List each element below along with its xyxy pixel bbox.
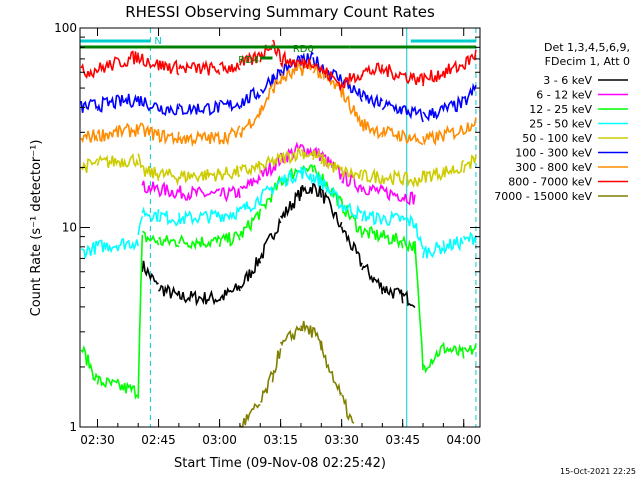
footer-timestamp: 15-Oct-2021 22:25 (560, 467, 636, 476)
axes: 02:30 02:45 03:00 03:15 03:30 03:45 04:00 1 10 10… (54, 21, 481, 447)
annotation-label-4: RD4 (238, 55, 259, 66)
legend-label-2: 12 - 25 keV (529, 103, 592, 116)
legend-label-0: 3 - 6 keV (543, 74, 592, 87)
legend-label-4: 50 - 100 keV (522, 132, 592, 145)
x-tick-label-1: 02:45 (141, 433, 176, 447)
x-tick-label-4: 03:30 (324, 433, 359, 447)
series-line-4 (80, 147, 477, 189)
y-tick-label-0: 1 (69, 420, 77, 434)
series-line-3 (81, 166, 477, 259)
x-tick-label-5: 03:45 (385, 433, 420, 447)
annotation-label-0: N (154, 36, 161, 47)
x-tick-label-2: 03:00 (202, 433, 237, 447)
annotation-label-2: RD0 (293, 44, 314, 55)
y-tick-label-1: 10 (62, 221, 77, 235)
series-line-2 (80, 164, 477, 400)
legend-label-6: 300 - 800 keV (515, 161, 592, 174)
legend: Det 1,3,4,5,6,9, FDecim 1, Att 0 3 - 6 k… (494, 41, 630, 203)
legend-label-7: 800 - 7000 keV (508, 176, 592, 189)
legend-label-3: 25 - 50 keV (529, 118, 592, 131)
series-line-5 (80, 50, 477, 123)
legend-label-8: 7000 - 15000 keV (494, 190, 592, 203)
series-line-0 (141, 182, 416, 309)
plot-area: N RD0 RD4 (80, 28, 477, 428)
x-axis-label: Start Time (09-Nov-08 02:25:42) (174, 456, 386, 471)
legend-header-line-1: Det 1,3,4,5,6,9, (544, 41, 630, 54)
x-tick-label-3: 03:15 (263, 433, 298, 447)
y-tick-label-2: 100 (54, 21, 77, 35)
series-line-7 (80, 39, 477, 91)
legend-label-1: 6 - 12 keV (536, 89, 592, 102)
y-axis-label: Count Rate (s⁻¹ detector⁻¹) (29, 140, 44, 317)
series-line-8 (239, 320, 355, 428)
x-tick-label-0: 02:30 (80, 433, 115, 447)
chart-title: RHESSI Observing Summary Count Rates (125, 3, 435, 21)
x-tick-label-6: 04:00 (446, 433, 481, 447)
legend-label-5: 100 - 300 keV (515, 147, 592, 160)
legend-header-line-2: FDecim 1, Att 0 (545, 55, 630, 68)
